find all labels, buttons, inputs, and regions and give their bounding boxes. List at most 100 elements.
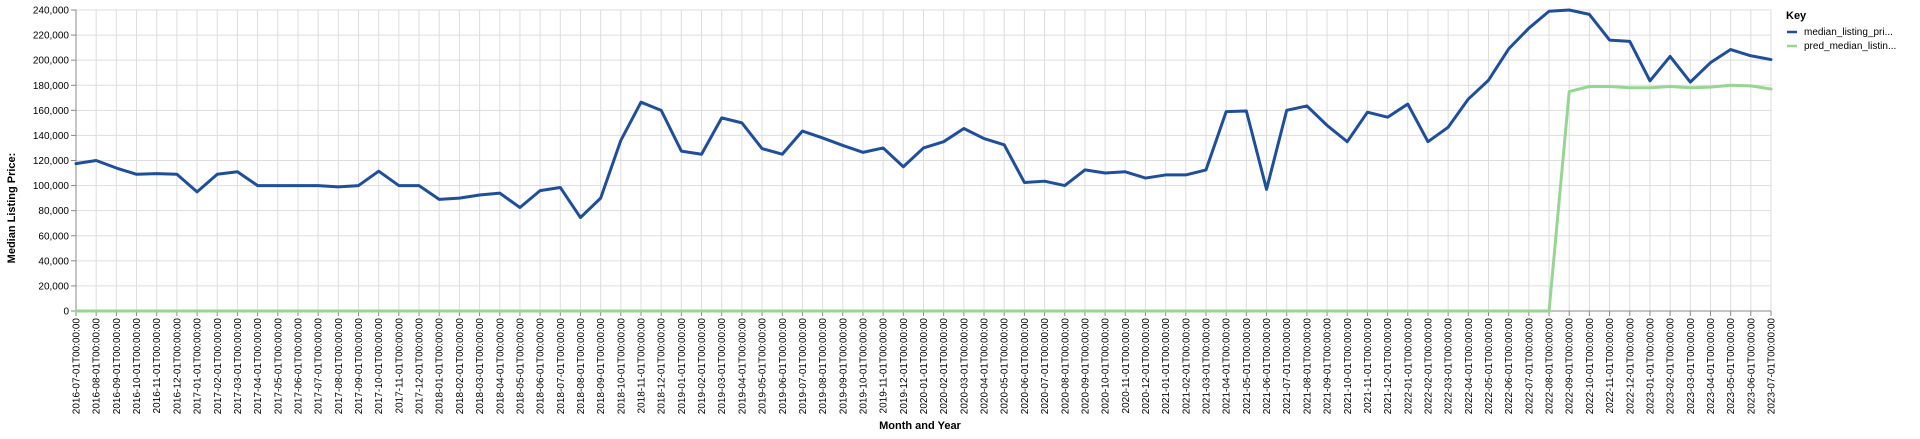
x-tick-label: 2023-01-01T00:00:00 xyxy=(1645,318,1656,415)
x-tick-label: 2020-09-01T00:00:00 xyxy=(1080,318,1091,415)
x-tick-label: 2017-06-01T00:00:00 xyxy=(293,318,304,415)
x-tick-label: 2022-12-01T00:00:00 xyxy=(1625,318,1636,415)
x-tick-label: 2019-11-01T00:00:00 xyxy=(879,318,890,414)
x-tick-label: 2018-12-01T00:00:00 xyxy=(657,318,668,415)
x-tick-label: 2018-07-01T00:00:00 xyxy=(556,318,567,415)
legend-label: pred_median_listin... xyxy=(1804,41,1896,52)
x-tick-label: 2017-01-01T00:00:00 xyxy=(193,318,204,415)
x-tick-label: 2017-03-01T00:00:00 xyxy=(233,318,244,415)
x-tick-label: 2018-09-01T00:00:00 xyxy=(596,318,607,415)
x-tick-label: 2019-03-01T00:00:00 xyxy=(717,318,728,415)
x-tick-label: 2017-05-01T00:00:00 xyxy=(273,318,284,415)
x-tick-label: 2018-10-01T00:00:00 xyxy=(616,318,627,415)
y-tick-label: 100,000 xyxy=(33,181,70,192)
x-tick-label: 2020-06-01T00:00:00 xyxy=(1020,318,1031,415)
x-tick-label: 2019-02-01T00:00:00 xyxy=(697,318,708,415)
x-tick-label: 2021-01-01T00:00:00 xyxy=(1161,318,1172,415)
x-tick-label: 2017-04-01T00:00:00 xyxy=(253,318,264,415)
x-tick-label: 2017-08-01T00:00:00 xyxy=(334,318,345,415)
x-tick-label: 2020-07-01T00:00:00 xyxy=(1040,318,1051,415)
x-tick-label: 2017-12-01T00:00:00 xyxy=(415,318,426,415)
x-tick-label: 2020-02-01T00:00:00 xyxy=(939,318,950,415)
y-tick-label: 140,000 xyxy=(33,131,70,142)
legend-entry: median_listing_pri... xyxy=(1787,27,1893,38)
x-tick-label: 2022-03-01T00:00:00 xyxy=(1444,318,1455,415)
legend-entry: pred_median_listin... xyxy=(1787,41,1896,52)
x-tick-label: 2023-03-01T00:00:00 xyxy=(1686,318,1697,415)
x-tick-label: 2019-10-01T00:00:00 xyxy=(858,318,869,415)
x-tick-label: 2022-01-01T00:00:00 xyxy=(1403,318,1414,415)
x-tick-label: 2018-04-01T00:00:00 xyxy=(495,318,506,415)
y-axis: 0 20,000 40,000 60,000 80,000 100,000 120,000 1… xyxy=(33,6,77,318)
y-tick-label: 160,000 xyxy=(33,106,70,117)
y-tick-label: 120,000 xyxy=(33,156,70,167)
y-axis-title: Median Listing Price: xyxy=(6,153,18,264)
x-tick-label: 2017-10-01T00:00:00 xyxy=(374,318,385,415)
x-tick-label: 2019-07-01T00:00:00 xyxy=(798,318,809,415)
x-tick-label: 2016-12-01T00:00:00 xyxy=(172,318,183,415)
x-tick-label: 2020-04-01T00:00:00 xyxy=(980,318,991,415)
y-tick-label: 0 xyxy=(63,307,69,318)
x-tick-label: 2020-08-01T00:00:00 xyxy=(1060,318,1071,415)
x-tick-label: 2020-05-01T00:00:00 xyxy=(1000,318,1011,415)
legend-label: median_listing_pri... xyxy=(1804,27,1893,38)
x-tick-label: 2021-03-01T00:00:00 xyxy=(1202,318,1213,415)
x-tick-label: 2017-02-01T00:00:00 xyxy=(213,318,224,415)
x-axis: 2016-07-01T00:00:00 2016-08-01T00:00:00 20… xyxy=(72,310,1778,415)
x-tick-label: 2020-10-01T00:00:00 xyxy=(1101,318,1112,415)
series-line-median-listing-price xyxy=(74,8,1773,220)
x-tick-label: 2016-08-01T00:00:00 xyxy=(92,318,103,415)
x-tick-label: 2019-05-01T00:00:00 xyxy=(758,318,769,415)
y-tick-label: 240,000 xyxy=(33,6,70,17)
x-tick-label: 2016-07-01T00:00:00 xyxy=(72,318,83,415)
x-tick-label: 2018-08-01T00:00:00 xyxy=(576,318,587,415)
x-tick-label: 2021-06-01T00:00:00 xyxy=(1262,318,1273,415)
x-tick-label: 2023-02-01T00:00:00 xyxy=(1666,318,1677,415)
x-tick-label: 2021-11-01T00:00:00 xyxy=(1363,318,1374,414)
x-tick-label: 2022-06-01T00:00:00 xyxy=(1504,318,1515,415)
x-tick-label: 2018-06-01T00:00:00 xyxy=(536,318,547,415)
x-tick-label: 2016-10-01T00:00:00 xyxy=(132,318,143,415)
x-tick-label: 2021-07-01T00:00:00 xyxy=(1282,318,1293,415)
y-tick-label: 220,000 xyxy=(33,31,70,42)
x-tick-label: 2018-03-01T00:00:00 xyxy=(475,318,486,415)
y-tick-label: 80,000 xyxy=(38,206,69,217)
legend: Key median_listing_pri... pred_median_li… xyxy=(1786,10,1896,52)
x-tick-label: 2022-07-01T00:00:00 xyxy=(1524,318,1535,415)
series-line-pred-median-listing-price xyxy=(74,83,1773,313)
x-tick-label: 2016-09-01T00:00:00 xyxy=(112,318,123,415)
x-tick-label: 2018-11-01T00:00:00 xyxy=(637,318,648,414)
x-tick-label: 2022-05-01T00:00:00 xyxy=(1484,318,1495,415)
x-tick-label: 2019-12-01T00:00:00 xyxy=(899,318,910,415)
y-tick-label: 180,000 xyxy=(33,81,70,92)
x-tick-label: 2019-06-01T00:00:00 xyxy=(778,318,789,415)
x-tick-label: 2020-12-01T00:00:00 xyxy=(1141,318,1152,415)
x-tick-label: 2019-04-01T00:00:00 xyxy=(737,318,748,415)
x-tick-label: 2019-08-01T00:00:00 xyxy=(818,318,829,415)
x-tick-label: 2017-09-01T00:00:00 xyxy=(354,318,365,415)
x-tick-label: 2022-10-01T00:00:00 xyxy=(1585,318,1596,415)
y-tick-label: 20,000 xyxy=(38,281,69,292)
x-tick-label: 2023-07-01T00:00:00 xyxy=(1767,318,1778,415)
x-tick-label: 2018-01-01T00:00:00 xyxy=(435,318,446,415)
x-tick-label: 2020-01-01T00:00:00 xyxy=(919,318,930,415)
series-lines xyxy=(74,8,1773,313)
x-tick-label: 2022-02-01T00:00:00 xyxy=(1423,318,1434,415)
x-tick-label: 2020-11-01T00:00:00 xyxy=(1121,318,1132,414)
x-tick-label: 2020-03-01T00:00:00 xyxy=(959,318,970,415)
x-tick-label: 2017-07-01T00:00:00 xyxy=(314,318,325,415)
y-tick-label: 200,000 xyxy=(33,56,70,67)
x-tick-label: 2022-11-01T00:00:00 xyxy=(1605,318,1616,414)
x-tick-label: 2023-05-01T00:00:00 xyxy=(1726,318,1737,415)
x-tick-label: 2021-12-01T00:00:00 xyxy=(1383,318,1394,415)
x-tick-label: 2023-04-01T00:00:00 xyxy=(1706,318,1717,415)
y-tick-label: 60,000 xyxy=(38,231,69,242)
grid xyxy=(75,9,1772,312)
x-axis-title: Month and Year xyxy=(879,420,961,432)
x-tick-label: 2018-05-01T00:00:00 xyxy=(515,318,526,415)
x-tick-label: 2021-08-01T00:00:00 xyxy=(1302,318,1313,415)
x-tick-label: 2021-05-01T00:00:00 xyxy=(1242,318,1253,415)
x-tick-label: 2021-10-01T00:00:00 xyxy=(1343,318,1354,415)
x-tick-label: 2019-01-01T00:00:00 xyxy=(677,318,688,415)
